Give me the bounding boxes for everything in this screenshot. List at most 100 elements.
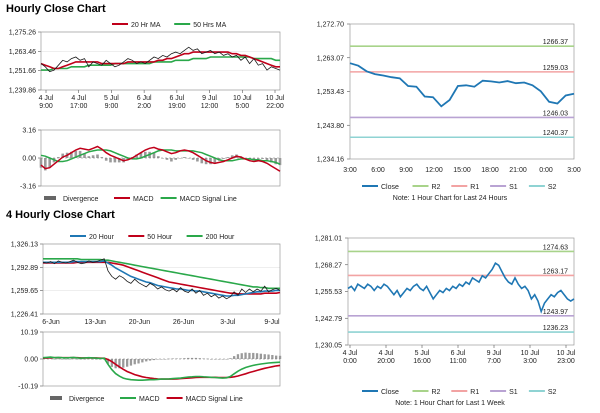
h1-price-x-tick-label: 6 Jul [137, 95, 152, 102]
h1-macd-divergence-bar [252, 158, 256, 160]
h1-close-legend-label: S2 [548, 184, 557, 191]
h1-close-level-s2-label: 1240.37 [543, 130, 568, 137]
h4-close-level-s1-label: 1243.97 [543, 309, 568, 316]
h1-macd-divergence-bar [165, 158, 169, 160]
h1-close-x-tick-label: 9:00 [399, 167, 413, 174]
h4-macd-divergence-bar [57, 358, 60, 360]
h4-macd-legend-swatch [50, 396, 62, 400]
h1-price-y-tick-label: 1,263.46 [9, 49, 36, 56]
h4-macd-divergence-bar [164, 359, 167, 360]
h1-macd-y-tick-label: 3.16 [22, 128, 36, 135]
h1-macd-divergence-bar [270, 158, 273, 163]
h1-macd-divergence-bar [104, 158, 108, 161]
h4-close-legend-label: S1 [509, 389, 518, 396]
h1-price-x-tick-label: 6 Jul [169, 95, 184, 102]
h4-price-ma200-line [43, 257, 280, 290]
h1-price-x-tick-label: 17:00 [70, 103, 88, 110]
h1-macd-divergence-bar [152, 152, 156, 158]
h1-macd-divergence-bar [213, 158, 217, 164]
h1-close-x-tick-label: 0:00 [539, 167, 553, 174]
h4-close-close-line [347, 262, 575, 314]
h4-close-legend-label: S2 [548, 389, 557, 396]
h1-macd-divergence-bar [57, 157, 60, 158]
h4-close-legend-label: R2 [432, 389, 441, 396]
h1-macd-divergence-bar [70, 151, 73, 158]
hourly-close-24h-chart: 1,272.70 1,263.07 1,253.43 1,243.80 1,234.16… [317, 22, 581, 203]
h4-price-y-tick-label: 1,326.13 [11, 242, 38, 249]
h1-macd-divergence-bar [61, 153, 64, 158]
h4-macd-divergence-bar [248, 352, 251, 359]
h4-close-y-tick-label: 1,281.01 [315, 236, 342, 243]
h4-price-x-tick-label: 13-Jun [84, 319, 106, 326]
h4-macd-divergence-bar [278, 355, 282, 359]
h1-macd-divergence-bar [113, 158, 117, 163]
h4-macd-y-tick-label: -10.19 [18, 384, 38, 391]
h1-close-y-tick-label: 1,263.07 [317, 55, 344, 62]
h4-macd-divergence-bar [76, 359, 79, 360]
h1-macd-divergence-bar [139, 152, 143, 158]
h4-macd-divergence-bar [129, 359, 133, 366]
h4-macd-divergence-bar [118, 359, 121, 369]
h4-macd-divergence-bar [106, 359, 110, 364]
h4-price-ma20-line [43, 260, 280, 297]
h1-close-level-s1-label: 1246.03 [543, 110, 568, 117]
h4-close-x-tick-label: 4 Jul [343, 350, 358, 357]
h1-price-x-tick-label: 12:00 [201, 103, 219, 110]
h4-close-x-tick-label: 3:00 [523, 358, 537, 365]
h4-macd-y-tick-label: 10.19 [20, 330, 38, 337]
h4-macd-divergence-bar [156, 359, 159, 360]
h4-macd-divergence-bar [45, 358, 48, 359]
h4-price-y-tick-label: 1,259.65 [11, 288, 38, 295]
h4-price-legend-label: 20 Hour [89, 234, 115, 241]
h1-macd-y-tick-label: 0.00 [22, 156, 36, 163]
h1-price-x-tick-label: 4 Jul [71, 95, 86, 102]
hourly-section-title: Hourly Close Chart [6, 3, 106, 15]
h1-price-x-tick-label: 9 Jul [202, 95, 217, 102]
h1-macd-divergence-bar [257, 158, 260, 159]
h4-close-y-tick-label: 1,230.05 [315, 343, 342, 350]
h4-price-legend-label: 200 Hour [206, 234, 235, 241]
h4-macd-divergence-bar [271, 355, 274, 359]
h4-macd-divergence-bar [141, 359, 144, 363]
h1-macd-divergence-bar [265, 158, 269, 161]
h4-price-plot-frame [42, 243, 281, 315]
h1-macd-divergence-bar [222, 158, 225, 159]
h4-price-legend-label: 50 Hour [147, 234, 173, 241]
h1-close-legend-label: Close [381, 184, 399, 191]
four-hourly-section-title: 4 Hourly Close Chart [6, 209, 115, 221]
h1-macd-divergence-bar [170, 158, 173, 162]
h1-price-y-tick-label: 1,251.66 [9, 68, 36, 75]
h1-close-y-tick-label: 1,253.43 [317, 89, 344, 96]
h1-close-close-line [349, 62, 575, 108]
h4-macd-divergence-bar [72, 358, 75, 360]
h4-macd-divergence-bar [168, 358, 171, 360]
hourly-price-ma-chart: 20 Hr MA 50 Hrs MA 1,275.26 1,263.46 1,251.6… [9, 22, 285, 110]
h4-close-x-tick-label: 20:00 [377, 358, 395, 365]
h1-price-x-tick-label: 10 Jul [233, 95, 252, 102]
h4-macd-divergence-bar [183, 358, 186, 359]
h1-price-x-tick-label: 9:00 [39, 103, 53, 110]
h1-price-x-tick-label: 2:00 [137, 103, 151, 110]
h1-macd-y-tick-label: -3.16 [20, 184, 36, 191]
h1-macd-divergence-bar [157, 156, 160, 158]
h1-macd-divergence-bar [96, 154, 99, 158]
h4-macd-divergence-bar [126, 359, 129, 367]
h4-macd-divergence-bar [236, 354, 240, 359]
h1-macd-divergence-bar [83, 153, 86, 158]
h4-macd-divergence-bar [240, 353, 243, 359]
h1-macd-divergence-bar [183, 157, 186, 158]
h1-macd-divergence-bar [109, 158, 112, 163]
h4-macd-divergence-bar [160, 359, 163, 360]
h4-price-x-tick-label: 3-Jul [220, 319, 236, 326]
h1-macd-legend-label: Divergence [63, 196, 99, 203]
h4-macd-divergence-bar [255, 353, 259, 359]
h4-macd-divergence-bar [229, 358, 232, 359]
h4-price-y-tick-label: 1,226.41 [11, 312, 38, 319]
h1-price-ma20-line [40, 51, 280, 70]
h1-price-close-line [40, 46, 281, 73]
h1-macd-divergence-bar [74, 150, 78, 158]
h1-macd-divergence-bar [144, 151, 147, 158]
four-hourly-price-ma-chart: 20 Hour 50 Hour 200 Hour 1,326.13 1,292.89 1,… [11, 234, 281, 326]
h1-macd-divergence-bar [230, 155, 234, 158]
hourly-macd-chart: 3.16 0.00 -3.16 Divergence MACD MACD Signal L… [20, 128, 282, 203]
